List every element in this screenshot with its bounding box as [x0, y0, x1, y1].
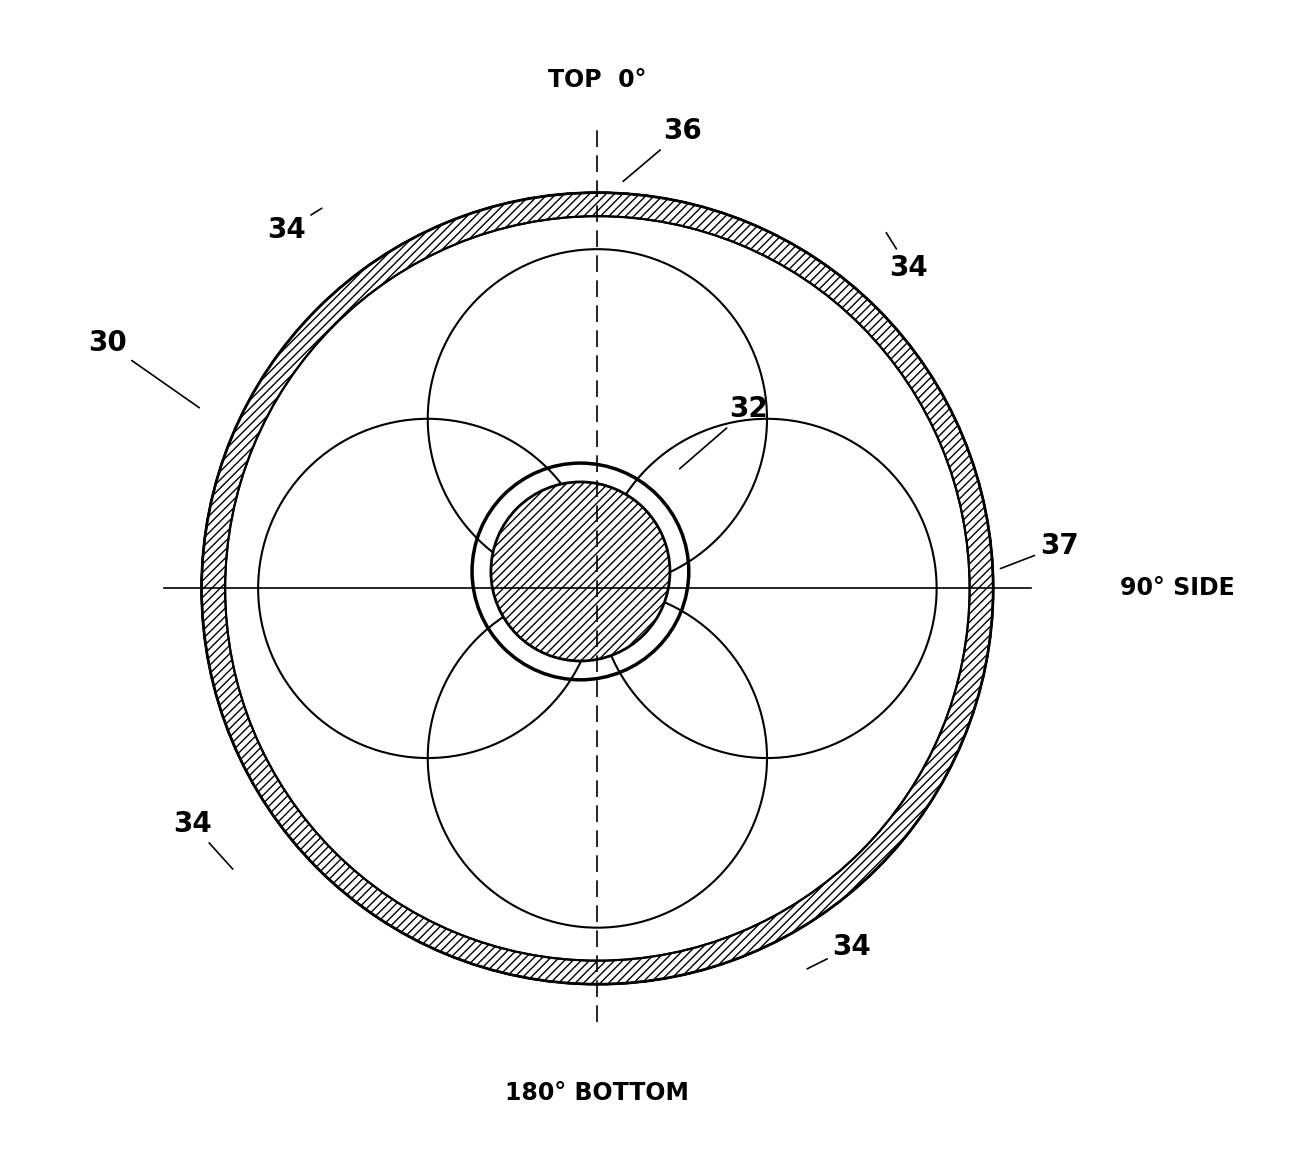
Text: 30: 30 — [88, 329, 200, 408]
Text: 34: 34 — [807, 932, 871, 969]
Text: 32: 32 — [679, 395, 767, 469]
Text: 37: 37 — [1000, 532, 1079, 569]
Circle shape — [201, 192, 993, 984]
Text: 34: 34 — [887, 233, 928, 283]
Circle shape — [491, 482, 670, 661]
Text: 34: 34 — [267, 208, 322, 244]
Text: TOP  0°: TOP 0° — [548, 67, 647, 91]
Text: 90° SIDE: 90° SIDE — [1120, 577, 1235, 601]
Text: 36: 36 — [623, 117, 701, 182]
Text: 180° BOTTOM: 180° BOTTOM — [505, 1080, 690, 1105]
Text: 34: 34 — [173, 809, 233, 868]
